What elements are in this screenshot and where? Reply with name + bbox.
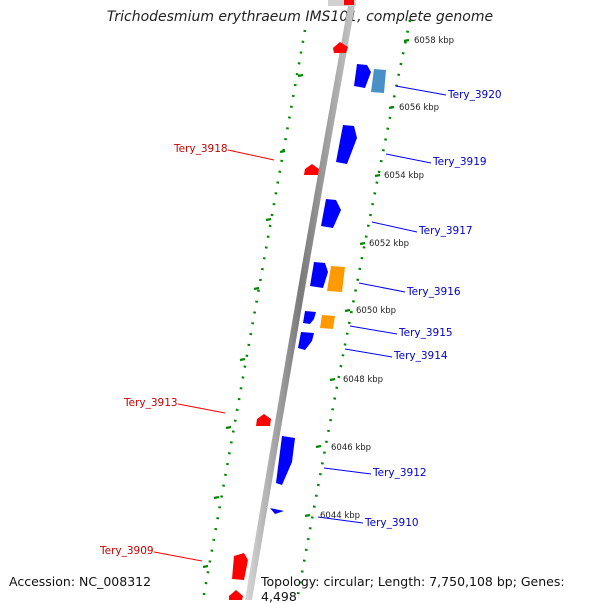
tick-label-6058: 6058 kbp bbox=[414, 36, 455, 46]
tick-label-6046: 6046 kbp bbox=[331, 443, 372, 453]
tick-label-6048: 6048 kbp bbox=[343, 375, 384, 385]
gene-label-tery-3917[interactable]: Tery_3917 bbox=[419, 225, 473, 237]
tick-label-6056: 6056 kbp bbox=[399, 103, 440, 113]
reverse-leaders bbox=[153, 149, 275, 562]
backbone-top-marker bbox=[344, 0, 354, 5]
gene-label-tery-3920[interactable]: Tery_3920 bbox=[448, 89, 502, 101]
gene-tery-3913[interactable] bbox=[256, 414, 271, 426]
forward-genes bbox=[270, 64, 386, 514]
organism-name: Trichodesmium erythraeum IMS101 bbox=[106, 9, 358, 25]
title-suffix: , complete genome bbox=[357, 9, 494, 25]
gene-label-tery-3914[interactable]: Tery_3914 bbox=[394, 350, 448, 362]
outer-tick-track bbox=[295, 19, 412, 600]
gene-label-tery-3919[interactable]: Tery_3919 bbox=[433, 156, 487, 168]
gene-tery-3915[interactable] bbox=[303, 311, 316, 324]
gene-tery-3910[interactable] bbox=[270, 508, 284, 514]
accession-label: Accession: NC_008312 bbox=[9, 574, 152, 589]
gene-tery-3919[interactable] bbox=[336, 125, 357, 164]
gene-label-tery-3915[interactable]: Tery_3915 bbox=[399, 327, 453, 339]
feature-orange-2[interactable] bbox=[320, 315, 335, 329]
tick-label-6054: 6054 kbp bbox=[384, 171, 425, 181]
gene-tery-3917[interactable] bbox=[321, 199, 341, 228]
gene-tery-3916[interactable] bbox=[310, 262, 328, 288]
gene-label-tery-3912[interactable]: Tery_3912 bbox=[373, 467, 427, 479]
orange-features bbox=[320, 266, 345, 329]
reverse-genes bbox=[229, 42, 348, 600]
gene-label-tery-3918[interactable]: Tery_3918 bbox=[174, 143, 228, 155]
inner-tick-track bbox=[201, 29, 307, 600]
gene-tery-3920-alt[interactable] bbox=[371, 69, 386, 93]
tick-label-6050: 6050 kbp bbox=[356, 306, 397, 316]
gene-label-tery-3916[interactable]: Tery_3916 bbox=[407, 286, 461, 298]
gene-tery-3918[interactable] bbox=[304, 164, 319, 175]
map-title: Trichodesmium erythraeum IMS101, complet… bbox=[0, 9, 600, 25]
tick-label-6044: 6044 kbp bbox=[320, 511, 361, 521]
gene-tery-3914[interactable] bbox=[298, 332, 314, 350]
tick-label-6052: 6052 kbp bbox=[369, 239, 410, 249]
major-ticks bbox=[202, 38, 410, 569]
feature-orange-1[interactable] bbox=[327, 266, 345, 292]
forward-leaders bbox=[317, 85, 447, 524]
gene-tery-3920[interactable] bbox=[354, 64, 371, 88]
gene-red-bottom[interactable] bbox=[229, 590, 243, 600]
gene-label-tery-3913[interactable]: Tery_3913 bbox=[124, 397, 178, 409]
gene-red-top[interactable] bbox=[333, 42, 348, 53]
gene-tery-3912[interactable] bbox=[276, 436, 295, 485]
genome-backbone bbox=[245, 0, 356, 600]
backbone-top-shading bbox=[328, 0, 356, 6]
gene-label-tery-3909[interactable]: Tery_3909 bbox=[100, 545, 154, 557]
gene-tery-3909[interactable] bbox=[232, 553, 248, 580]
gene-label-tery-3910[interactable]: Tery_3910 bbox=[365, 517, 419, 529]
